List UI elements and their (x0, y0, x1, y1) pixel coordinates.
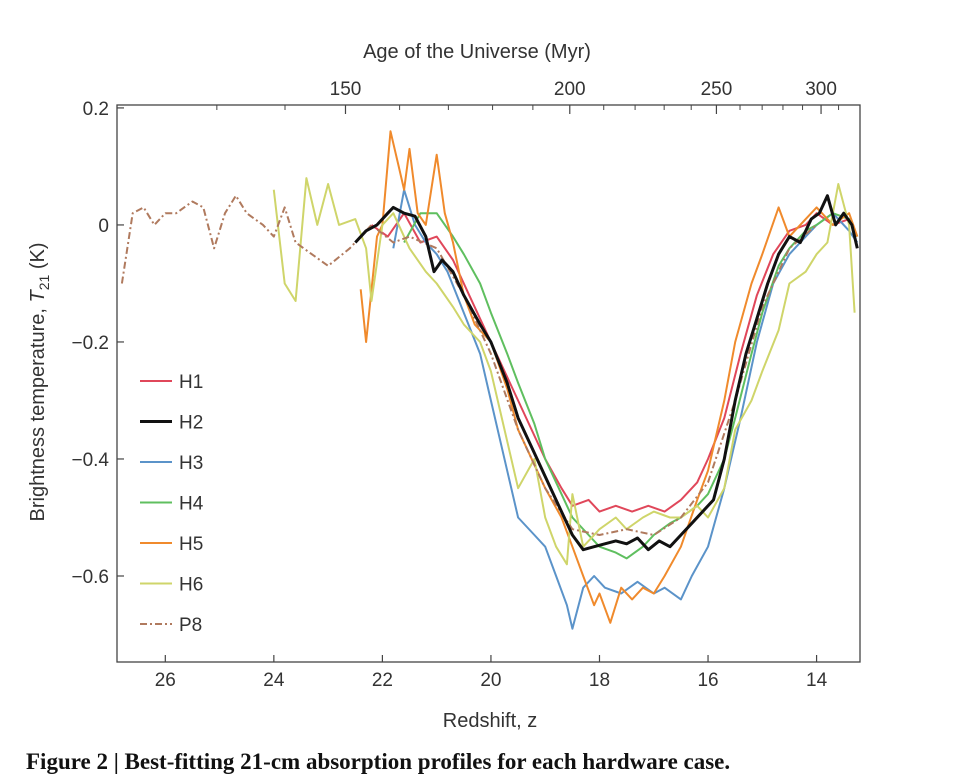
legend-label-h2: H2 (179, 413, 203, 434)
y-tick-label: −0.4 (71, 450, 109, 471)
legend-label-h4: H4 (179, 494, 204, 515)
series-line-h6 (272, 177, 856, 566)
series-line-h2 (354, 194, 859, 552)
y-tick-label: 0.2 (83, 99, 109, 120)
series-line-h5 (359, 130, 859, 624)
legend-label-h3: H3 (179, 453, 203, 474)
y-tick-label: −0.6 (71, 567, 109, 588)
legend-label-p8: P8 (179, 615, 202, 636)
top-tick-label: 250 (701, 79, 733, 100)
x-tick-label: 20 (480, 670, 501, 691)
x-tick-label: 16 (697, 670, 718, 691)
legend: H1 H2 H3 H4 H5 H6 P8 (140, 372, 204, 636)
series-line-h3 (392, 188, 859, 630)
x-tick-label: 22 (372, 670, 393, 691)
series-line-h1 (370, 212, 859, 513)
series-line-h4 (403, 212, 859, 560)
legend-label-h5: H5 (179, 534, 203, 555)
top-tick-label: 200 (554, 79, 586, 100)
y-axis-label: Brightness temperature, T21 (K) (27, 242, 52, 521)
x-tick-label: 18 (589, 670, 610, 691)
series-line-p8 (120, 194, 818, 536)
figure-caption: Figure 2 | Best-fitting 21-cm absorption… (26, 749, 731, 774)
x-tick-label: 26 (155, 670, 176, 691)
y-tick-label: 0 (98, 216, 109, 237)
top-axis-label: Age of the Universe (Myr) (363, 41, 591, 63)
x-tick-label: 24 (263, 670, 285, 691)
x-axis-label: Redshift, z (443, 710, 537, 732)
top-tick-label: 150 (330, 79, 362, 100)
top-tick-label: 300 (805, 79, 837, 100)
x-tick-label: 14 (806, 670, 828, 691)
legend-label-h6: H6 (179, 575, 203, 596)
legend-label-h1: H1 (179, 372, 203, 393)
plot-frame (116, 104, 861, 663)
y-tick-label: −0.2 (71, 333, 109, 354)
